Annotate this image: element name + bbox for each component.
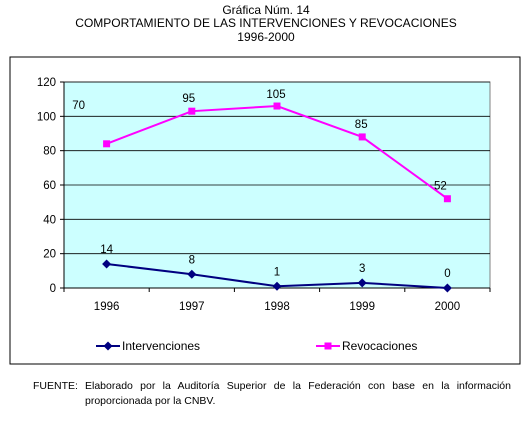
- data-label: 8: [189, 254, 195, 266]
- chart-period: 1996-2000: [237, 30, 295, 44]
- y-tick-label: 40: [43, 214, 56, 226]
- data-label: 85: [355, 119, 368, 131]
- chart-number: Gráfica Núm. 14: [222, 3, 310, 17]
- y-tick-label: 100: [37, 111, 56, 123]
- data-point: [272, 281, 282, 291]
- legend-marker: [324, 342, 332, 350]
- y-tick-label: 80: [43, 146, 56, 158]
- data-label: 0: [444, 268, 450, 280]
- data-point: [442, 283, 452, 293]
- legend-marker: [103, 341, 113, 351]
- data-label: 3: [359, 263, 365, 275]
- legend-label: Intervenciones: [122, 339, 200, 353]
- data-point: [187, 269, 197, 279]
- x-tick-label: 1998: [264, 301, 290, 313]
- line-chart: 0 20 40 60 80 100 120 1996 1997 1998 1999 2000 14 8 1 3…: [9, 56, 521, 365]
- y-tick-label: 120: [37, 77, 56, 89]
- data-point: [273, 102, 281, 110]
- x-tick-label: 1999: [349, 301, 375, 313]
- x-tick-label: 1996: [94, 301, 120, 313]
- y-tick-label: 0: [50, 283, 56, 295]
- data-label: 70: [72, 100, 85, 112]
- source-label: FUENTE:: [33, 380, 78, 392]
- data-point: [357, 278, 367, 288]
- data-label: 95: [182, 93, 195, 105]
- data-label: 14: [100, 244, 113, 256]
- data-point: [443, 195, 451, 203]
- x-tick-label: 1997: [179, 301, 205, 313]
- legend-label: Revocaciones: [342, 339, 417, 353]
- y-tick-label: 20: [43, 249, 56, 261]
- x-tick-label: 2000: [435, 301, 461, 313]
- data-label: 52: [434, 181, 447, 193]
- data-point: [358, 133, 366, 141]
- chart-title: COMPORTAMIENTO DE LAS INTERVENCIONES Y R…: [75, 16, 457, 30]
- data-point: [102, 259, 112, 269]
- data-label: 1: [274, 266, 280, 278]
- data-point: [188, 107, 196, 115]
- source-text: Elaborado por la Auditoría Superior de l…: [85, 380, 511, 407]
- data-label: 105: [266, 89, 285, 101]
- y-tick-label: 60: [43, 180, 56, 192]
- data-point: [103, 140, 111, 148]
